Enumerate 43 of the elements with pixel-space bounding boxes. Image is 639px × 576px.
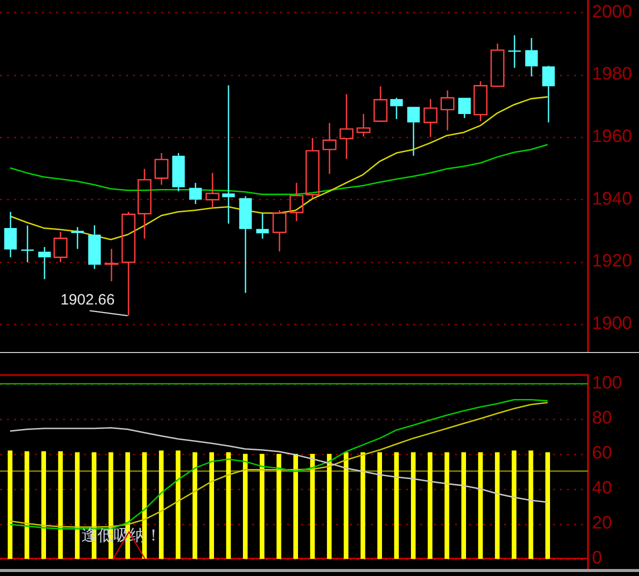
candlestick — [424, 98, 438, 138]
candlestick — [4, 211, 17, 258]
candlestick — [525, 37, 538, 77]
candlestick — [138, 168, 152, 240]
candlestick — [290, 182, 304, 222]
candlestick — [88, 224, 101, 270]
y-tick-label: 80 — [592, 408, 612, 428]
candlestick — [356, 113, 370, 138]
candlestick — [38, 246, 51, 280]
candlestick — [239, 196, 252, 294]
y-tick-label: 40 — [592, 478, 612, 498]
candlestick — [306, 137, 320, 199]
y-tick-label: 20 — [592, 512, 612, 533]
candlestick — [272, 210, 286, 252]
y-tick-label: 1900 — [592, 312, 632, 333]
y-tick-label: 2000 — [592, 1, 632, 22]
candlestick — [542, 66, 555, 124]
candlestick — [71, 226, 84, 250]
candlestick — [21, 224, 34, 263]
candlestick — [407, 106, 420, 156]
candlestick — [222, 84, 235, 224]
y-tick-label: 1920 — [592, 250, 632, 271]
y-tick-label: 1940 — [592, 188, 632, 208]
candlestick — [256, 212, 269, 240]
y-tick-label: 1960 — [592, 126, 632, 146]
candlestick — [440, 90, 454, 131]
candlestick — [340, 93, 354, 160]
candlestick — [154, 152, 168, 186]
candlestick — [122, 211, 136, 316]
candlestick — [508, 34, 521, 69]
candlestick — [474, 80, 488, 122]
y-tick-label: 100 — [592, 372, 622, 393]
candlestick — [104, 248, 118, 282]
candlestick — [322, 122, 336, 174]
candlestick — [189, 182, 202, 205]
candlestick — [374, 86, 388, 122]
candlestick — [54, 231, 68, 263]
y-tick-label: 1980 — [592, 64, 632, 84]
candlestick — [390, 97, 403, 120]
y-tick-label: 0 — [592, 547, 602, 568]
y-tick-label: 60 — [592, 442, 612, 463]
annotation: 1902.66 — [60, 292, 115, 309]
candlestick — [206, 172, 220, 209]
